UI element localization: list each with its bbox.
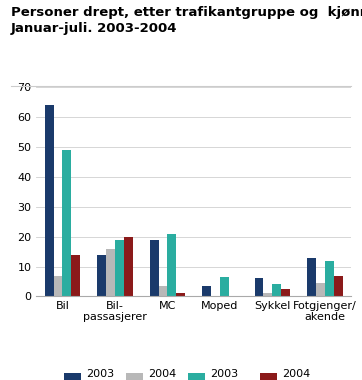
Bar — [106, 249, 115, 296]
Bar — [176, 293, 185, 296]
Bar — [167, 234, 176, 296]
Legend: 2003
menn, 2004
menn, 2003
kvinner, 2004
kvinner: 2003 menn, 2004 menn, 2003 kvinner, 2004… — [64, 369, 324, 380]
Bar — [150, 240, 159, 296]
Bar — [316, 283, 325, 296]
Bar — [124, 237, 133, 296]
Bar — [325, 261, 334, 296]
Bar — [71, 255, 80, 296]
Bar — [281, 289, 290, 296]
Bar — [62, 150, 71, 296]
Bar — [97, 255, 106, 296]
Bar — [159, 286, 167, 296]
Bar — [307, 258, 316, 296]
Bar — [334, 276, 343, 296]
Text: Personer drept, etter trafikantgruppe og  kjønn.
Januar-juli. 2003-2004: Personer drept, etter trafikantgruppe og… — [11, 6, 362, 35]
Bar — [264, 293, 272, 296]
Bar — [45, 105, 54, 296]
Bar — [272, 285, 281, 296]
Bar — [202, 286, 211, 296]
Bar — [220, 277, 229, 296]
Bar — [254, 279, 264, 296]
Bar — [54, 276, 62, 296]
Bar — [115, 240, 124, 296]
